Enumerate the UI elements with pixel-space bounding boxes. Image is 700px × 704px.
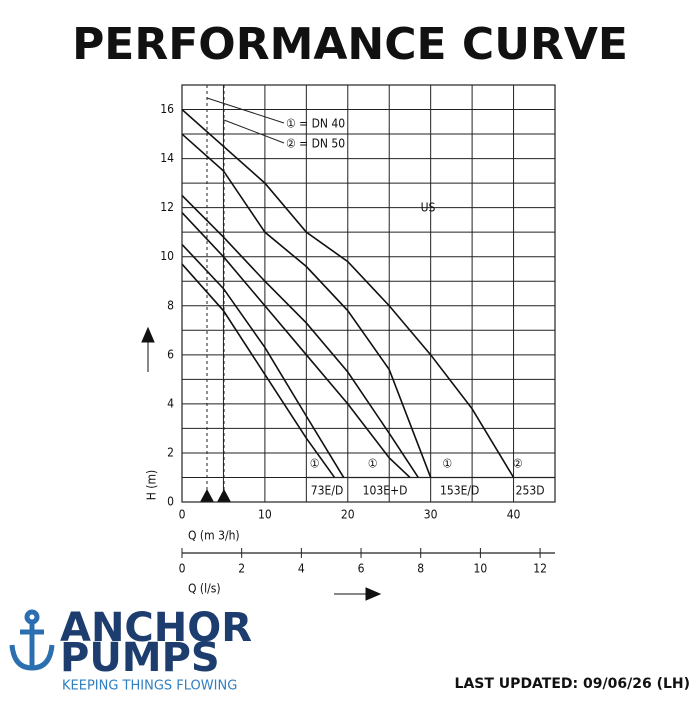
model-tag: ② [513,456,523,470]
leader-line [223,119,285,144]
curve [181,133,432,478]
y-tick-label: 0 [167,495,174,509]
legend-entry: ① = DN 40 [286,117,345,131]
plot-frame [181,84,556,503]
x2-tick-label: 0 [179,562,186,576]
logo-tagline: KEEPING THINGS FLOWING [62,679,237,694]
y-tick-label: 16 [160,102,174,116]
marker-triangle [217,489,231,502]
page-title: PERFORMANCE CURVE [72,19,628,70]
y-tick-label: 4 [167,396,174,410]
x2-tick-label: 8 [417,562,424,576]
logo-line1: ANCHOR [60,605,252,651]
x-tick-label: 40 [507,508,521,522]
x-tick-label: 10 [258,508,272,522]
y-tick-label: 6 [167,347,174,361]
curve [181,212,411,479]
x2-tick-label: 10 [474,562,488,576]
legend-entry: ② = DN 50 [286,137,345,151]
x-tick-label: 30 [424,508,438,522]
x2-tick-label: 2 [238,562,245,576]
arrow [141,326,155,372]
y-tick-label: 2 [167,445,174,459]
curve [181,263,336,478]
arrow [334,587,382,601]
model-tag: ① [310,456,320,470]
model-name: 153E/D [440,483,479,497]
model-name: 73E/D [311,483,344,497]
y-axis-label: H (m) [145,470,159,501]
x2-axis-label: Q (l/s) [188,582,221,596]
curve [181,194,419,478]
x2-tick-label: 6 [358,562,365,576]
leader-line [206,97,285,124]
y-tick-label: 12 [160,200,174,214]
x2-tick-label: 4 [298,562,305,576]
anchor-icon [9,609,55,671]
curve [181,243,345,478]
model-tag: ① [368,456,378,470]
y-tick-label: 10 [160,249,174,263]
model-name: 103E+D [363,483,408,497]
region-label: US [421,201,436,215]
logo: ANCHOR PUMPS KEEPING THINGS FLOWING [9,605,252,694]
curve [181,108,515,478]
y-tick-label: 8 [167,298,174,312]
x-tick-label: 20 [341,508,355,522]
model-tag: ① [442,456,452,470]
x-tick-label: 0 [179,508,186,522]
logo-line2: PUMPS [60,635,220,681]
x-axis-label: Q (m 3/h) [188,529,240,543]
marker-triangle [200,489,214,502]
x2-tick-label: 12 [533,562,547,576]
last-updated: LAST UPDATED: 09/06/26 (LH) [455,676,690,692]
y-tick-label: 14 [160,151,174,165]
model-name: 253D [516,483,545,497]
